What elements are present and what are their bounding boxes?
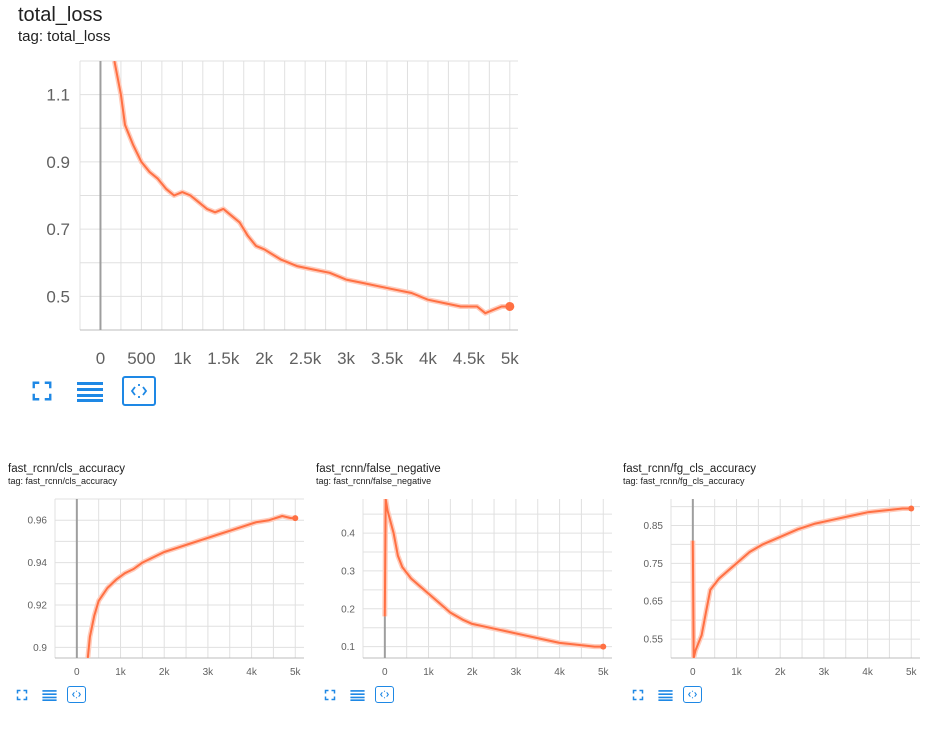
- chart-tag: tag: total_loss: [18, 28, 111, 45]
- x-tick-label: 0: [690, 667, 696, 678]
- series-line: [86, 515, 296, 658]
- toggle-log-scale-icon[interactable]: [657, 687, 673, 703]
- card-fg-cls-accuracy: fast_rcnn/fg_cls_accuracy tag: fast_rcnn…: [623, 463, 923, 486]
- y-tick-label: 0.4: [341, 529, 355, 540]
- x-tick-label: 1k: [115, 667, 127, 678]
- x-tick-label: 2k: [467, 667, 479, 678]
- fit-domain-icon[interactable]: [67, 686, 86, 703]
- y-tick-label: 0.92: [28, 601, 48, 612]
- x-tick-label: 0: [96, 349, 105, 368]
- series-end-point: [292, 515, 299, 522]
- y-tick-label: 0.65: [644, 597, 664, 608]
- series-end-point: [505, 301, 515, 311]
- chart-total-loss: 0 500 1k 1.5k 2k 2.5k 3k 3.5k 4k 4.5k 5k 0.5 0.7 0.9 1…: [46, 60, 519, 368]
- chart-toolbar-fg-cls-accuracy: [630, 686, 702, 703]
- x-tick-label: 3k: [337, 349, 355, 368]
- y-tick-label: 0.1: [341, 642, 355, 653]
- series-raw-line: [85, 513, 296, 658]
- x-tick-label: 4.5k: [453, 349, 486, 368]
- y-tick-label: 0.2: [341, 604, 355, 615]
- x-tick-label: 1k: [731, 667, 743, 678]
- chart-title: fast_rcnn/false_negative: [316, 463, 441, 475]
- series-end-point: [908, 505, 915, 512]
- x-tick-label: 1k: [423, 667, 435, 678]
- chart-fg-cls-accuracy: 0 1k 2k 3k 4k 5k 0.55 0.65 0.75 0.85: [644, 499, 920, 678]
- toggle-log-scale-icon[interactable]: [349, 687, 365, 703]
- x-tick-label: 5k: [501, 349, 519, 368]
- series-end-point: [600, 643, 607, 650]
- fit-domain-icon[interactable]: [122, 376, 156, 406]
- expand-icon[interactable]: [322, 687, 338, 703]
- x-tick-label: 3k: [203, 667, 215, 678]
- y-tick-label: 0.9: [46, 153, 70, 172]
- y-tick-label: 0.9: [33, 643, 47, 654]
- x-tick-label: 5k: [598, 667, 610, 678]
- x-tick-label: 1.5k: [207, 349, 240, 368]
- series-line: [383, 499, 604, 648]
- card-false-negative: fast_rcnn/false_negative tag: fast_rcnn/…: [316, 463, 616, 486]
- chart-tag: tag: fast_rcnn/false_negative: [316, 476, 432, 486]
- x-tick-label: 0: [382, 667, 388, 678]
- y-tick-label: 0.3: [341, 566, 355, 577]
- x-tick-label: 2k: [159, 667, 171, 678]
- y-tick-label: 1.1: [46, 86, 70, 105]
- chart-false-negative: 0 1k 2k 3k 4k 5k 0.1 0.2 0.3 0.4: [341, 499, 612, 678]
- x-tick-label: 0: [74, 667, 80, 678]
- y-tick-label: 0.5: [46, 287, 70, 306]
- y-tick-label: 0.94: [28, 558, 48, 569]
- x-tick-label: 500: [127, 349, 155, 368]
- x-tick-label: 2k: [775, 667, 787, 678]
- x-tick-label: 1k: [173, 349, 191, 368]
- x-tick-label: 3k: [511, 667, 523, 678]
- x-tick-label: 3k: [819, 667, 831, 678]
- fit-domain-icon[interactable]: [683, 686, 702, 703]
- x-tick-label: 4k: [554, 667, 566, 678]
- x-tick-label: 4k: [246, 667, 258, 678]
- chart-tag: tag: fast_rcnn/cls_accuracy: [8, 476, 118, 486]
- chart-tag: tag: fast_rcnn/fg_cls_accuracy: [623, 476, 745, 486]
- series-raw-line: [111, 61, 510, 316]
- toggle-log-scale-icon[interactable]: [41, 687, 57, 703]
- chart-title: total_loss: [18, 4, 103, 26]
- chart-toolbar-cls-accuracy: [14, 686, 86, 703]
- chart-toolbar-total-loss: [28, 376, 156, 406]
- y-tick-label: 0.96: [28, 516, 48, 527]
- y-tick-label: 0.7: [46, 220, 70, 239]
- x-tick-label: 4k: [862, 667, 874, 678]
- x-tick-label: 5k: [290, 667, 302, 678]
- expand-icon[interactable]: [630, 687, 646, 703]
- x-tick-label: 5k: [906, 667, 918, 678]
- card-total-loss: total_loss tag: total_loss: [18, 4, 518, 409]
- fit-domain-icon[interactable]: [375, 686, 394, 703]
- series-line: [691, 507, 912, 658]
- y-tick-label: 0.55: [644, 635, 664, 646]
- x-tick-label: 2k: [255, 349, 273, 368]
- expand-icon[interactable]: [28, 377, 56, 405]
- card-cls-accuracy: fast_rcnn/cls_accuracy tag: fast_rcnn/cl…: [8, 463, 308, 486]
- toggle-log-scale-icon[interactable]: [76, 377, 104, 405]
- x-tick-label: 4k: [419, 349, 437, 368]
- expand-icon[interactable]: [14, 687, 30, 703]
- x-tick-label: 3.5k: [371, 349, 404, 368]
- x-tick-label: 2.5k: [289, 349, 322, 368]
- chart-toolbar-false-negative: [322, 686, 394, 703]
- chart-title: fast_rcnn/fg_cls_accuracy: [623, 463, 756, 475]
- series-line: [113, 61, 510, 315]
- y-tick-label: 0.75: [644, 559, 664, 570]
- y-tick-label: 0.85: [644, 521, 664, 532]
- chart-title: fast_rcnn/cls_accuracy: [8, 463, 125, 475]
- chart-cls-accuracy: 0 1k 2k 3k 4k 5k 0.9 0.92 0.94 0.96: [28, 498, 304, 678]
